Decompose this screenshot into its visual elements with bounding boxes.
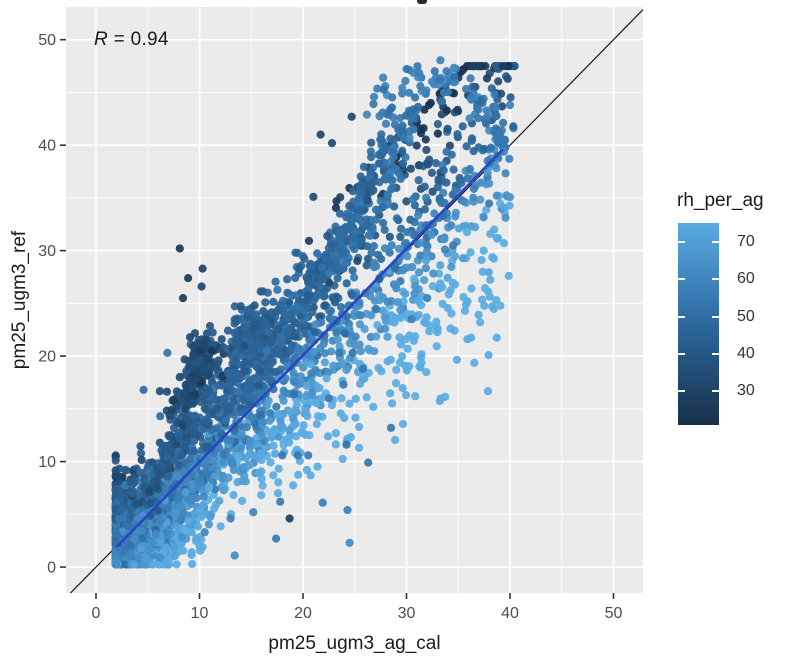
x-tick-label: 30 (398, 605, 416, 622)
scatter-points (111, 56, 519, 569)
x-tick-label: 10 (191, 605, 209, 622)
y-axis-title: pm25_ugm3_ref (9, 230, 30, 370)
y-tick-label: 50 (38, 32, 56, 49)
x-axis-title: pm25_ugm3_ag_cal (268, 633, 441, 654)
y-tick-label: 30 (38, 243, 56, 260)
y-tick-label: 0 (47, 560, 56, 577)
x-tick-label: 40 (501, 605, 519, 622)
regression-line (115, 148, 504, 548)
y-tick-label: 20 (38, 349, 56, 366)
x-tick-label: 0 (92, 605, 101, 622)
axis-ticks: 0 10 20 30 40 50 0 10 20 30 40 50 (38, 32, 622, 622)
x-tick-label: 20 (294, 605, 312, 622)
correlation-variable: R (94, 29, 109, 50)
y-tick-label: 40 (38, 138, 56, 155)
y-tick-label: 10 (38, 454, 56, 471)
correlation-annotation: R = 0.94 (94, 29, 169, 51)
cropped-title-fragment (417, 0, 427, 4)
x-tick-label: 50 (605, 605, 623, 622)
correlation-value: = 0.94 (108, 29, 169, 50)
